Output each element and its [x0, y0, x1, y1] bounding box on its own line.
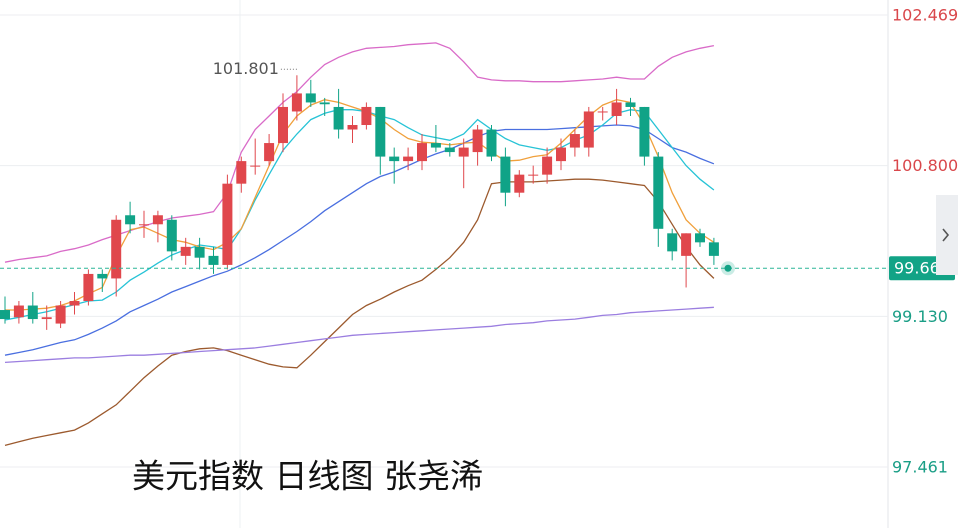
candle-body [222, 183, 233, 265]
candle-body [444, 147, 455, 153]
candle-body [319, 102, 330, 105]
plot-area: 102.469 100.800 99.130 97.461 101.801 99.663 [0, 5, 958, 476]
candle-body [305, 93, 316, 103]
expand-arrow[interactable] [942, 228, 950, 242]
candle-body [681, 233, 692, 256]
candle-body [514, 174, 525, 193]
candle-body [403, 156, 414, 162]
high-label: 101.801 [213, 59, 279, 78]
last-price-label: 99.663 [894, 259, 950, 278]
candle-body [194, 246, 205, 258]
candle-body [0, 310, 10, 320]
candle-body [667, 233, 678, 252]
candle-body [208, 255, 219, 265]
candle-body [166, 219, 177, 252]
candle-body [500, 156, 511, 193]
candle-body [291, 93, 302, 112]
last-price-dot [724, 264, 732, 272]
candle-body [278, 106, 288, 144]
candle-body [653, 156, 664, 229]
candle-body [430, 143, 441, 148]
y-tick-label: 99.130 [892, 307, 948, 326]
indicator-line [4, 178, 715, 447]
candle-body [611, 102, 622, 116]
y-tick-label: 97.461 [892, 457, 948, 476]
candle-body [542, 156, 553, 175]
candle-body [55, 305, 66, 324]
candle-body [111, 219, 122, 279]
candle-body [125, 215, 136, 225]
candle-body [528, 174, 539, 176]
candle-body [695, 233, 705, 243]
candle-body [27, 305, 38, 320]
candle-body [347, 125, 358, 130]
candle-body [333, 106, 344, 130]
candle-body [417, 143, 427, 162]
indicator-line [4, 306, 714, 364]
candle-body [569, 134, 580, 148]
candle-body [236, 161, 247, 184]
candle-body [69, 301, 80, 306]
candle-body [13, 305, 24, 318]
candle-body [389, 156, 400, 162]
candle-body [250, 165, 261, 167]
candle-body [180, 246, 191, 256]
candle-body [264, 143, 275, 162]
y-tick-label: 102.469 [892, 5, 958, 24]
candle-body [458, 147, 469, 157]
candle-body [486, 129, 497, 157]
candle-body [361, 106, 372, 126]
candle-body [597, 111, 608, 113]
candle-body [625, 102, 636, 107]
indicator-line [4, 42, 715, 263]
indicator-line [4, 124, 715, 356]
candle-body [41, 317, 52, 320]
indicator-line [5, 99, 715, 311]
candle-body [97, 273, 108, 279]
candle-body [556, 147, 566, 162]
candle-body [583, 111, 594, 148]
candle-body [472, 129, 483, 153]
candle-body [152, 215, 163, 225]
candle-body [375, 106, 386, 157]
candle-body [139, 224, 149, 226]
candle-body [83, 273, 94, 302]
y-tick-label: 100.800 [892, 156, 958, 175]
candle-body [639, 106, 650, 157]
caption: 美元指数 日线图 张尧浠 [132, 457, 483, 496]
indicator-line [4, 109, 715, 321]
candle-body [708, 242, 719, 256]
